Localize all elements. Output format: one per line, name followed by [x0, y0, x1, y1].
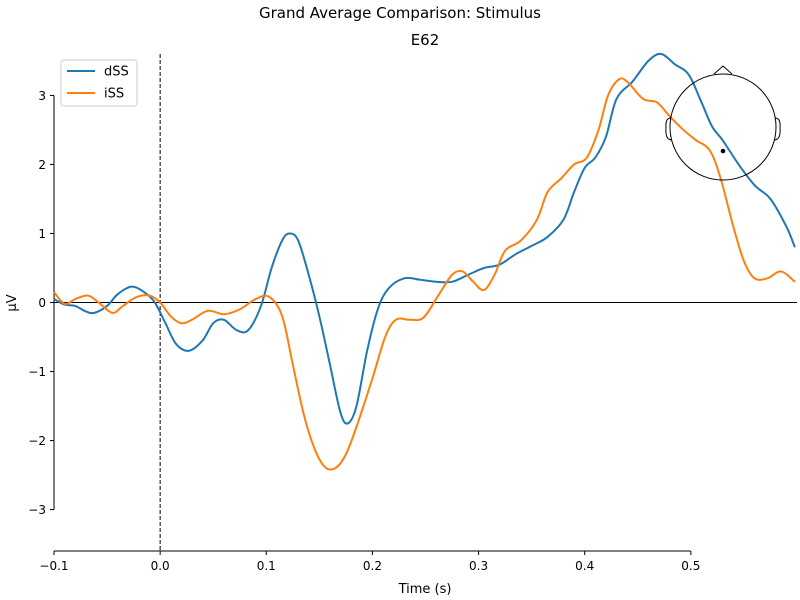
series-line-dss — [53, 52, 796, 425]
head-right-ear-icon — [773, 117, 781, 141]
y-tick-label: −1 — [28, 365, 46, 379]
y-tick-label: 2 — [38, 158, 46, 172]
head-outline-icon — [669, 73, 777, 181]
x-tick-label: 0.3 — [469, 559, 488, 573]
chart-title: E62 — [411, 31, 440, 49]
axes — [53, 54, 797, 552]
head-nose-icon — [713, 65, 733, 75]
head-left-ear-icon — [665, 117, 673, 141]
x-tick-label: 0.5 — [681, 559, 700, 573]
y-tick-label: 1 — [38, 227, 46, 241]
series-layer — [53, 52, 796, 471]
x-ticks: −0.1 0.0 0.1 0.2 0.3 0.4 0.5 — [39, 551, 700, 573]
legend-label-iss: iSS — [104, 87, 124, 102]
chart-suptitle: Grand Average Comparison: Stimulus — [259, 4, 541, 22]
y-tick-label: −3 — [28, 503, 46, 517]
x-tick-label: −0.1 — [39, 559, 68, 573]
y-tick-label: 3 — [38, 89, 46, 103]
y-tick-label: −2 — [28, 434, 46, 448]
y-axis-label: µV — [5, 294, 20, 311]
x-tick-label: 0.0 — [151, 559, 170, 573]
y-tick-label: 0 — [38, 296, 46, 310]
x-tick-label: 0.4 — [575, 559, 594, 573]
legend: dSS iSS — [60, 59, 138, 107]
sensor-inset — [665, 65, 781, 181]
x-tick-label: 0.1 — [257, 559, 276, 573]
x-axis-label: Time (s) — [398, 582, 452, 597]
legend-label-dss: dSS — [104, 65, 129, 80]
series-line-iss — [53, 77, 796, 471]
y-ticks: −3 −2 −1 0 1 2 3 — [28, 89, 54, 517]
sensor-dot-e62 — [720, 148, 726, 154]
x-tick-label: 0.2 — [363, 559, 382, 573]
